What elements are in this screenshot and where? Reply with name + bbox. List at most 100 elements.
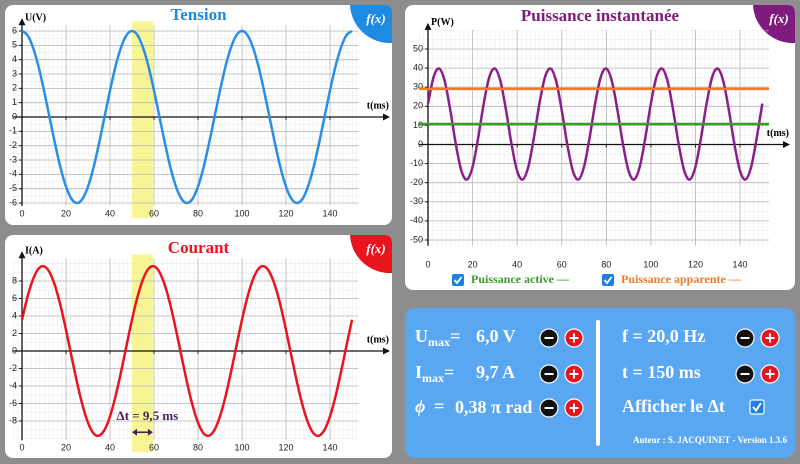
x-tick-label: 80 <box>601 259 611 269</box>
x-tick-label: 120 <box>278 442 293 452</box>
curve <box>21 29 353 205</box>
legend-checkbox[interactable] <box>452 274 464 286</box>
x-tick-label: 20 <box>61 442 71 452</box>
y-tick-label: -50 <box>410 234 423 244</box>
param-label: t = 150 ms <box>622 362 701 382</box>
param-value: 9,7 A <box>476 362 515 382</box>
param-value: 0,38 π rad <box>455 397 532 417</box>
y-tick-label: 1 <box>12 97 17 107</box>
chart-panel: f(x)Tension-6-5-4-3-2-101234560204060801… <box>5 5 392 225</box>
plus-button[interactable] <box>564 364 584 384</box>
y-tick-label: 2 <box>12 328 17 338</box>
y-tick-label: -2 <box>9 140 17 150</box>
minus-button[interactable] <box>539 328 559 348</box>
badge[interactable] <box>350 235 392 274</box>
chart-panel: f(x)Courant-8-6-4-2024680204060801001201… <box>5 235 392 458</box>
symbol: U <box>415 326 428 346</box>
check-mark <box>752 402 762 413</box>
badge-label: f(x) <box>769 11 789 26</box>
y-tick-label: 6 <box>12 293 17 303</box>
badge[interactable] <box>753 5 795 44</box>
plus-button[interactable] <box>760 364 780 384</box>
y-axis-arrow <box>18 18 26 26</box>
check-mark <box>603 276 613 285</box>
y-tick-label: -40 <box>410 215 423 225</box>
legend-label: Puissance apparente — <box>621 272 742 286</box>
x-tick-label: 20 <box>468 259 478 269</box>
buttons <box>539 328 780 418</box>
y-tick-label: -5 <box>9 183 17 193</box>
plus-button[interactable] <box>564 328 584 348</box>
y-tick-label: 10 <box>413 120 423 130</box>
minus-button[interactable] <box>735 328 755 348</box>
x-tick-label: 80 <box>193 208 203 218</box>
y-tick-label: 4 <box>12 54 17 64</box>
y-axis-label: U(V) <box>25 13 46 24</box>
y-tick-label: -6 <box>9 398 17 408</box>
curve <box>426 67 764 181</box>
y-tick-label: -8 <box>9 415 17 425</box>
y-tick-label: -3 <box>9 154 17 164</box>
x-tick-label: 100 <box>234 208 249 218</box>
annotation: Δt = 9,5 ms <box>117 408 179 423</box>
author: Auteur : S. JACQUINET - Version 1.3.6 <box>633 435 787 445</box>
curve <box>20 264 354 438</box>
minor-grid <box>13 25 359 206</box>
y-tick-label: 40 <box>413 62 423 72</box>
checkbox-box[interactable] <box>749 399 765 415</box>
plus-button[interactable] <box>564 398 584 418</box>
minor-grid <box>13 258 359 441</box>
x-tick-label: 60 <box>557 259 567 269</box>
legend-item[interactable]: Puissance apparente — <box>602 272 742 286</box>
y-tick-label: 50 <box>413 43 423 53</box>
legend-item[interactable]: Puissance active — <box>452 272 570 286</box>
check-mark <box>453 276 463 285</box>
chart-panel: f(x) Puissance instantanée -50 -40 -30 -20 -10… <box>405 5 795 290</box>
x-axis-arrow <box>783 140 790 148</box>
y-tick-label: -10 <box>410 158 423 168</box>
chart-title: Puissance instantanée <box>521 6 680 25</box>
x-tick-label: 0 <box>426 259 431 269</box>
checkbox[interactable] <box>749 399 765 415</box>
y-axis-arrow <box>18 251 26 259</box>
y-tick-label: -2 <box>9 363 17 373</box>
minus-button[interactable] <box>735 364 755 384</box>
minor-grid <box>419 29 769 246</box>
x-tick-label: 40 <box>105 442 115 452</box>
plus-button[interactable] <box>760 328 780 348</box>
minus-button[interactable] <box>539 364 559 384</box>
delta-t-band <box>132 21 153 218</box>
x-tick-label: 60 <box>149 442 159 452</box>
minus-button[interactable] <box>539 398 559 418</box>
x-tick-label: 100 <box>643 259 658 269</box>
symbol: ϕ <box>415 396 425 416</box>
badge[interactable] <box>350 5 392 44</box>
y-tick-label: -20 <box>410 177 423 187</box>
y-axis-arrow <box>424 22 432 30</box>
param-value: 6,0 V <box>476 326 516 346</box>
x-tick-label: 120 <box>278 208 293 218</box>
x-tick-label: 140 <box>322 208 337 218</box>
y-tick-label: -4 <box>9 380 17 390</box>
x-tick-label: 40 <box>105 208 115 218</box>
y-tick-label: 2 <box>12 83 17 93</box>
x-tick-label: 0 <box>19 208 24 218</box>
x-tick-label: 140 <box>322 442 337 452</box>
param-label: Imax= <box>415 362 454 385</box>
x-tick-label: 60 <box>149 208 159 218</box>
param-label: f = 20,0 Hz <box>622 326 705 346</box>
y-tick-label: -1 <box>9 126 17 136</box>
y-tick-label: 20 <box>413 101 423 111</box>
legend-checkbox[interactable] <box>602 274 614 286</box>
y-tick-label: -4 <box>9 169 17 179</box>
x-axis-label: t(ms) <box>767 128 789 139</box>
charts: f(x)Tension-6-5-4-3-2-101234560204060801… <box>5 5 795 458</box>
symbol: I <box>415 362 422 382</box>
y-axis-label: I(A) <box>25 246 43 257</box>
sign: = <box>450 326 460 346</box>
y-tick-label: -6 <box>9 197 17 207</box>
chart-title: Tension <box>170 5 227 24</box>
x-tick-label: 120 <box>688 259 703 269</box>
x-tick-label: 0 <box>19 442 24 452</box>
